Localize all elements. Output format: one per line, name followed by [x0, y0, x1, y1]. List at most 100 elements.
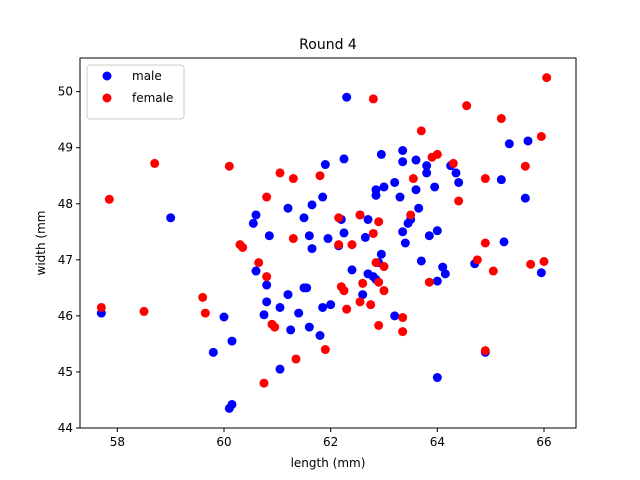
- y-tick-label: 50: [58, 85, 73, 99]
- male-point: [262, 280, 272, 290]
- chart-title: Round 4: [299, 37, 357, 53]
- female-point: [398, 327, 408, 337]
- female-point: [371, 258, 381, 268]
- male-point: [400, 238, 410, 248]
- male-point: [430, 182, 440, 192]
- male-point: [264, 231, 274, 241]
- male-point: [251, 266, 261, 276]
- female-point: [496, 114, 506, 124]
- male-point: [227, 336, 237, 346]
- y-tick-label: 46: [58, 309, 73, 323]
- male-point: [499, 237, 509, 247]
- female-point: [374, 217, 384, 227]
- female-point: [480, 346, 490, 356]
- x-tick-label: 58: [110, 435, 125, 449]
- male-point: [451, 168, 461, 178]
- female-point: [334, 213, 344, 223]
- male-point: [496, 175, 506, 185]
- y-tick-label: 44: [58, 421, 73, 435]
- male-point: [432, 373, 442, 383]
- male-point: [398, 146, 408, 155]
- female-point: [198, 292, 208, 302]
- female-point: [150, 158, 160, 168]
- female-point: [539, 257, 549, 266]
- female-point: [358, 278, 368, 288]
- male-point: [536, 268, 546, 278]
- female-point: [432, 149, 442, 159]
- male-point: [307, 244, 317, 254]
- female-point: [398, 313, 408, 323]
- male-point: [432, 276, 442, 286]
- y-tick-label: 48: [58, 197, 73, 211]
- male-point: [315, 331, 325, 340]
- legend-box: [86, 64, 185, 120]
- female-point: [374, 320, 384, 330]
- male-point: [323, 234, 333, 244]
- female-point: [259, 378, 269, 388]
- female-point: [347, 240, 357, 250]
- female-point: [379, 286, 389, 296]
- male-point: [326, 300, 336, 310]
- plot-area: [96, 73, 552, 413]
- male-point: [219, 312, 229, 322]
- female-point: [526, 259, 536, 269]
- series-female: [96, 73, 552, 388]
- male-point: [363, 214, 373, 224]
- female-point: [238, 242, 248, 252]
- female-point: [254, 258, 264, 268]
- female-point: [104, 194, 114, 204]
- male-point: [304, 322, 314, 332]
- male-point: [390, 311, 400, 321]
- legend: male female: [86, 64, 185, 120]
- x-axis: 58 60 62 64 66: [110, 428, 552, 449]
- male-point: [440, 269, 450, 279]
- male-point: [318, 192, 328, 202]
- female-point: [288, 234, 298, 244]
- female-point: [416, 126, 426, 136]
- male-point: [411, 185, 421, 195]
- female-point: [520, 161, 530, 171]
- female-point: [342, 304, 352, 314]
- y-axis-label: width (mm: [34, 211, 48, 276]
- female-point: [200, 308, 210, 318]
- male-point: [302, 283, 312, 293]
- male-point: [166, 213, 176, 223]
- male-point: [339, 154, 349, 164]
- male-point: [275, 302, 285, 312]
- y-tick-label: 45: [58, 365, 73, 379]
- male-point: [208, 347, 218, 357]
- female-point: [480, 238, 490, 248]
- female-point: [224, 161, 234, 171]
- male-point: [376, 249, 386, 259]
- female-point: [424, 277, 434, 287]
- male-point: [347, 265, 357, 275]
- male-point: [414, 203, 424, 213]
- male-point: [379, 182, 389, 192]
- female-point: [355, 210, 365, 220]
- y-tick-label: 49: [58, 141, 73, 155]
- male-point: [275, 364, 285, 374]
- male-point: [454, 177, 464, 187]
- female-point: [542, 73, 552, 83]
- legend-marker-male: [102, 71, 112, 81]
- male-point: [251, 210, 261, 220]
- female-point: [480, 174, 490, 184]
- male-point: [523, 136, 533, 146]
- female-point: [368, 228, 378, 238]
- female-point: [472, 255, 482, 265]
- male-point: [432, 226, 442, 236]
- female-point: [408, 174, 418, 184]
- male-point: [307, 200, 317, 210]
- male-point: [283, 290, 293, 300]
- male-point: [422, 161, 432, 171]
- female-point: [275, 168, 285, 178]
- male-point: [304, 231, 314, 241]
- male-point: [422, 168, 432, 178]
- female-point: [536, 131, 546, 141]
- male-point: [411, 155, 421, 165]
- male-point: [390, 177, 400, 187]
- female-point: [315, 171, 325, 181]
- legend-label-female: female: [132, 91, 173, 105]
- female-point: [320, 345, 330, 355]
